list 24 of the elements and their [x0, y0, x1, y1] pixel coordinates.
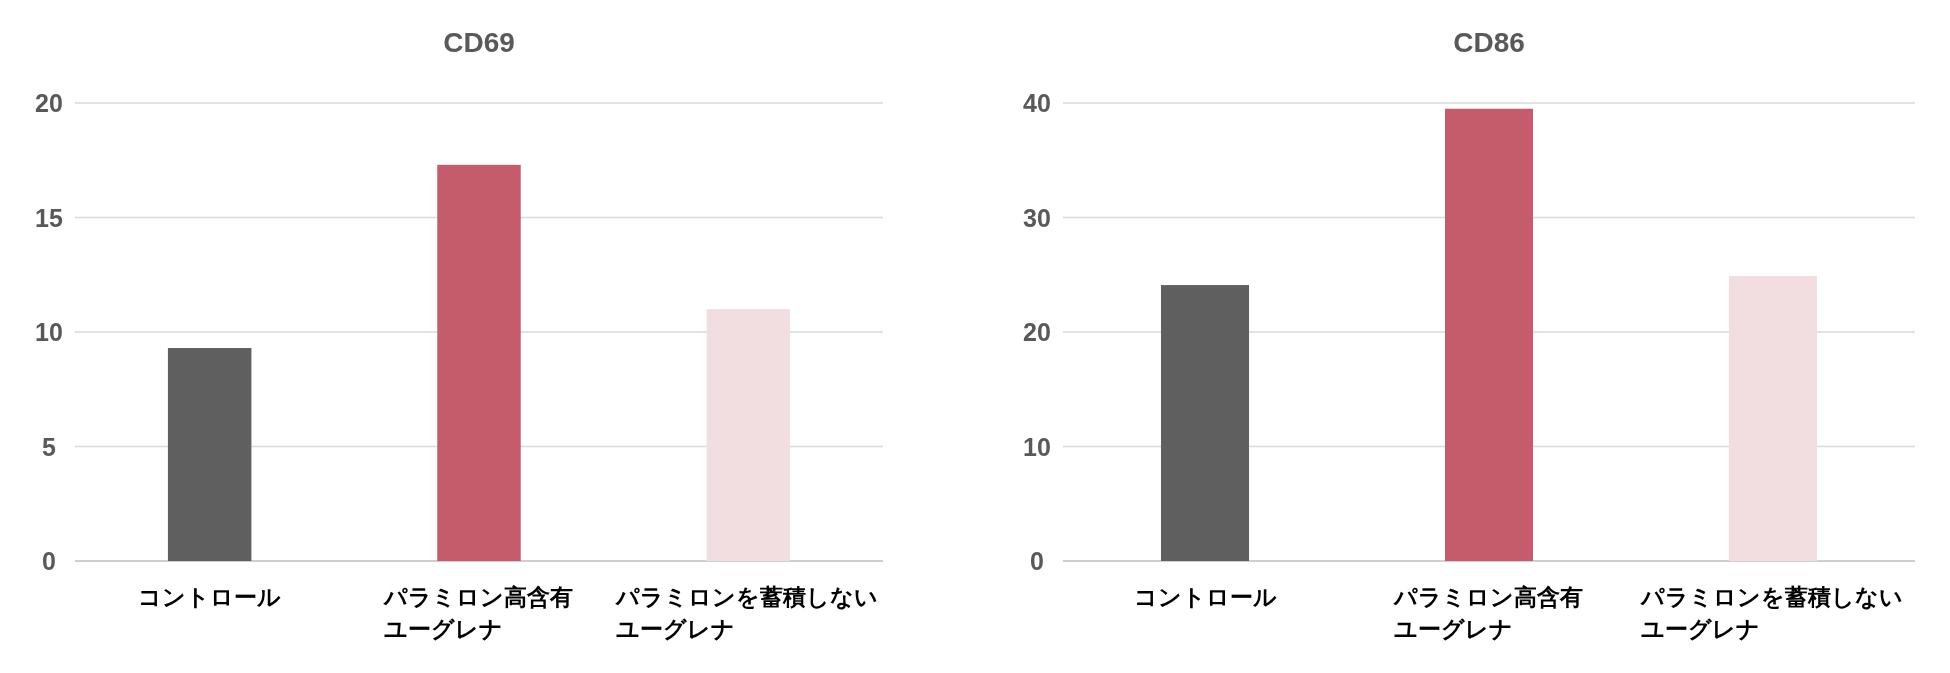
x-tick-label: パラミロンを蓄積しないユーグレナ	[1639, 584, 1903, 642]
y-tick-label: 0	[42, 547, 56, 575]
chart-title: CD86	[1453, 27, 1525, 58]
y-tick-label: 10	[35, 318, 63, 346]
x-tick-label: パラミロン高含有ユーグレナ	[1391, 584, 1583, 642]
y-tick-label: 10	[1023, 432, 1051, 461]
bar	[706, 309, 791, 561]
y-tick-label: 15	[35, 203, 63, 232]
bar	[437, 164, 521, 561]
y-tick-label: 5	[42, 432, 57, 461]
y-tick-label: 0	[1030, 547, 1044, 575]
y-tick-label: 20	[1023, 318, 1051, 346]
x-tick-label: パラミロン高含有ユーグレナ	[381, 584, 573, 642]
bar	[1728, 275, 1818, 561]
y-tick-label: 30	[1023, 203, 1051, 232]
chart-title: CD69	[443, 27, 515, 58]
x-tick-label: コントロール	[1133, 584, 1277, 610]
y-tick-label: 40	[1023, 89, 1051, 117]
bar	[167, 348, 252, 561]
bar	[1160, 285, 1250, 561]
x-tick-label: パラミロンを蓄積しないユーグレナ	[614, 584, 879, 642]
x-tick-label: コントロール	[138, 584, 282, 610]
y-tick-label: 20	[35, 89, 63, 117]
bar	[1444, 108, 1534, 561]
